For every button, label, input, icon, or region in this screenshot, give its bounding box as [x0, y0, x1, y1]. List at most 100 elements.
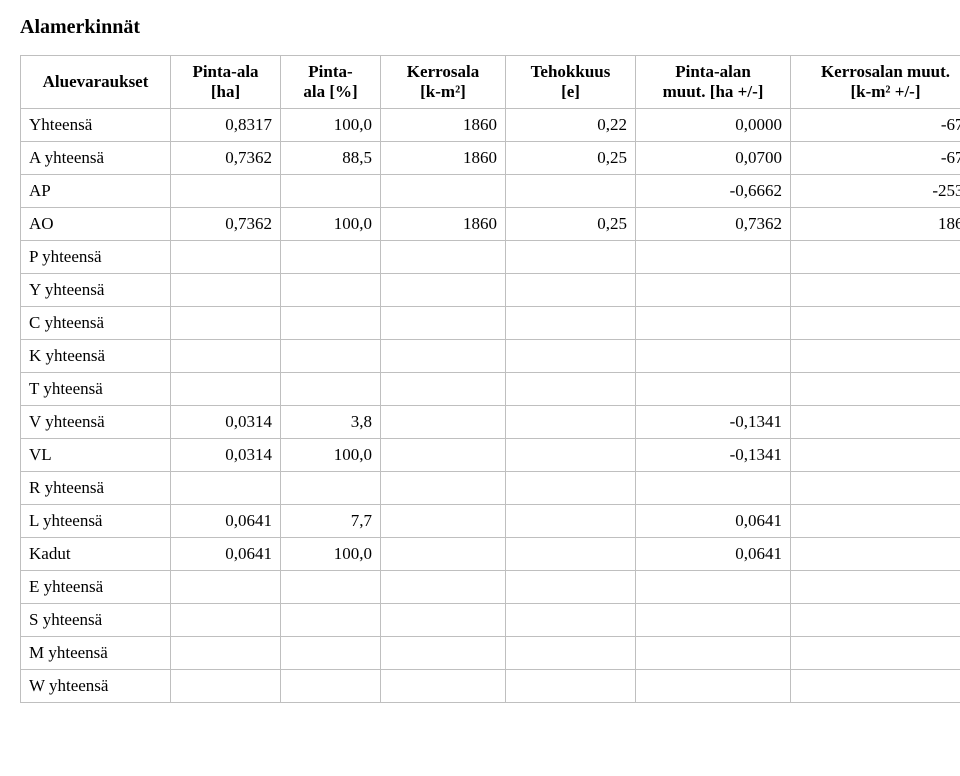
cell-c6 [791, 472, 960, 505]
table-header-row: Aluevaraukset Pinta-ala [ha] Pinta- ala … [21, 56, 960, 109]
cell-c3 [381, 439, 506, 472]
cell-c1: 0,0314 [171, 439, 281, 472]
col-header-line2: [e] [561, 82, 580, 101]
table-body: Yhteensä0,8317100,018600,220,0000-670A y… [21, 109, 960, 703]
cell-c4 [506, 175, 636, 208]
col-header-line2: [k-m²] [420, 82, 466, 101]
page-title: Alamerkinnät [20, 16, 940, 39]
table-row: AP-0,6662-2530 [21, 175, 960, 208]
cell-c6 [791, 406, 960, 439]
cell-c1 [171, 604, 281, 637]
cell-c5: -0,1341 [636, 406, 791, 439]
cell-c2: 7,7 [281, 505, 381, 538]
row-label: P yhteensä [21, 241, 171, 274]
cell-c2 [281, 472, 381, 505]
row-label: M yhteensä [21, 637, 171, 670]
cell-c4 [506, 505, 636, 538]
col-header-kerrosala: Kerrosala [k-m²] [381, 56, 506, 109]
cell-c2 [281, 241, 381, 274]
col-header-kerrosalan-muut: Kerrosalan muut. [k-m² +/-] [791, 56, 960, 109]
cell-c6 [791, 340, 960, 373]
cell-c2: 100,0 [281, 439, 381, 472]
cell-c2: 100,0 [281, 538, 381, 571]
cell-c6 [791, 571, 960, 604]
row-label: S yhteensä [21, 604, 171, 637]
cell-c1 [171, 175, 281, 208]
cell-c4 [506, 274, 636, 307]
cell-c6 [791, 274, 960, 307]
cell-c2 [281, 637, 381, 670]
cell-c6 [791, 637, 960, 670]
cell-c2 [281, 373, 381, 406]
cell-c5: -0,1341 [636, 439, 791, 472]
cell-c2: 3,8 [281, 406, 381, 439]
table-row: E yhteensä [21, 571, 960, 604]
cell-c1: 0,0314 [171, 406, 281, 439]
cell-c6 [791, 604, 960, 637]
table-row: W yhteensä [21, 670, 960, 703]
row-label: R yhteensä [21, 472, 171, 505]
cell-c5: 0,0641 [636, 505, 791, 538]
table-row: C yhteensä [21, 307, 960, 340]
cell-c2 [281, 571, 381, 604]
cell-c5 [636, 571, 791, 604]
cell-c2 [281, 670, 381, 703]
table-row: P yhteensä [21, 241, 960, 274]
col-header-line2: [ha] [211, 82, 240, 101]
cell-c4 [506, 637, 636, 670]
col-header-line2: ala [%] [303, 82, 357, 101]
col-header-pinta-ala-ha: Pinta-ala [ha] [171, 56, 281, 109]
cell-c5 [636, 340, 791, 373]
data-table: Aluevaraukset Pinta-ala [ha] Pinta- ala … [20, 55, 960, 703]
cell-c2 [281, 274, 381, 307]
cell-c6: -670 [791, 109, 960, 142]
cell-c6 [791, 439, 960, 472]
cell-c2 [281, 307, 381, 340]
cell-c5 [636, 472, 791, 505]
cell-c1 [171, 637, 281, 670]
table-row: A yhteensä0,736288,518600,250,0700-670 [21, 142, 960, 175]
cell-c4 [506, 340, 636, 373]
table-row: S yhteensä [21, 604, 960, 637]
cell-c3 [381, 670, 506, 703]
cell-c4 [506, 373, 636, 406]
cell-c4 [506, 472, 636, 505]
row-label: VL [21, 439, 171, 472]
row-label: V yhteensä [21, 406, 171, 439]
cell-c1 [171, 472, 281, 505]
cell-c4 [506, 241, 636, 274]
cell-c4 [506, 571, 636, 604]
cell-c3 [381, 538, 506, 571]
cell-c1: 0,0641 [171, 538, 281, 571]
cell-c6: -2530 [791, 175, 960, 208]
col-header-aluevaraukset: Aluevaraukset [21, 56, 171, 109]
table-row: Y yhteensä [21, 274, 960, 307]
col-header-line1: Pinta-ala [192, 62, 258, 81]
cell-c5: 0,0000 [636, 109, 791, 142]
cell-c6 [791, 505, 960, 538]
col-header-pinta-alan-muut: Pinta-alan muut. [ha +/-] [636, 56, 791, 109]
cell-c4 [506, 307, 636, 340]
cell-c1 [171, 373, 281, 406]
cell-c5 [636, 670, 791, 703]
table-row: T yhteensä [21, 373, 960, 406]
cell-c4 [506, 670, 636, 703]
row-label: Y yhteensä [21, 274, 171, 307]
cell-c6 [791, 241, 960, 274]
cell-c5 [636, 241, 791, 274]
cell-c2: 100,0 [281, 109, 381, 142]
cell-c1 [171, 340, 281, 373]
cell-c2 [281, 340, 381, 373]
cell-c3 [381, 571, 506, 604]
cell-c5 [636, 637, 791, 670]
table-row: L yhteensä0,06417,70,0641 [21, 505, 960, 538]
row-label: E yhteensä [21, 571, 171, 604]
cell-c4 [506, 604, 636, 637]
cell-c1: 0,8317 [171, 109, 281, 142]
col-header-line1: Kerrosala [407, 62, 479, 81]
row-label: A yhteensä [21, 142, 171, 175]
cell-c4 [506, 406, 636, 439]
cell-c3: 1860 [381, 208, 506, 241]
cell-c3 [381, 340, 506, 373]
table-row: R yhteensä [21, 472, 960, 505]
